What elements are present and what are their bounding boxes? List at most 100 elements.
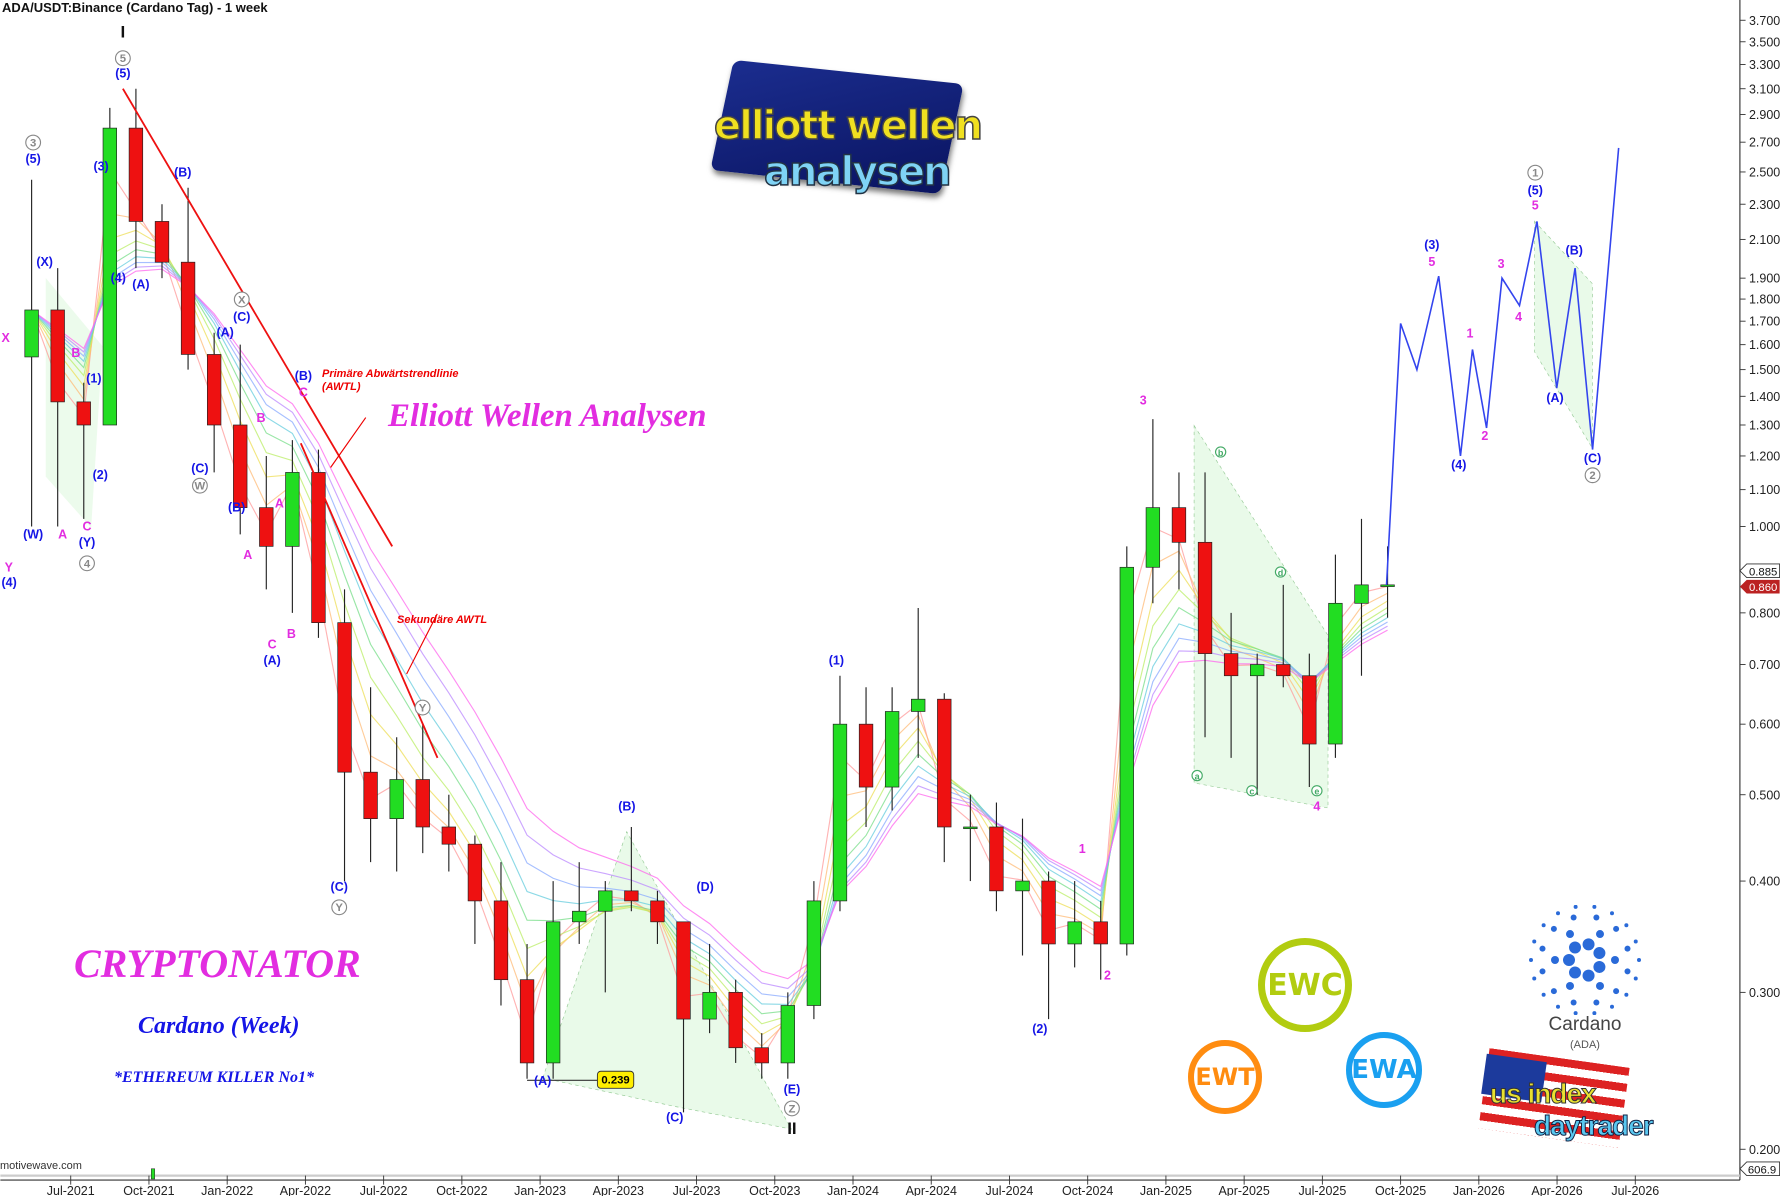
cardano-icon [1529,904,1641,1016]
x-tick-label: Jul-2026 [1611,1184,1659,1196]
wave-label: (2) [1032,1022,1047,1036]
wave-label-group: (4) [2,576,17,590]
wave-label: C [268,637,277,651]
candle [676,921,691,1113]
candle-body [180,261,196,355]
cardano-dot [1624,923,1629,928]
candle-body [884,711,900,788]
wave-label-group: C [83,519,92,533]
candle [1015,818,1030,956]
wave-label-group: 4 [1515,310,1522,324]
wave-label-group: B [256,411,265,425]
wave-label-group: (C) [233,310,250,324]
wave-label-group: (A) [534,1074,551,1088]
price-tag-current: 0.860 [1739,579,1780,594]
wave-label: (Y) [79,535,96,549]
wave-label-group: 1 [1527,164,1544,181]
wedge-triangle [1534,220,1593,450]
candle [50,268,65,527]
wave-label-group: X [2,331,11,345]
candle [1223,612,1239,758]
candle [1276,584,1291,688]
cardano-dot [1539,968,1546,975]
low-marker-label: 0.239 [601,1075,629,1087]
candle [128,88,144,269]
candle-body [467,843,483,902]
x-tick-label: Oct-2022 [436,1184,487,1196]
wave-label-group: 5 [1532,198,1539,212]
wave-label-group: (A) [132,277,149,291]
candle-body [676,921,691,1020]
x-tick-label: Apr-2023 [593,1184,644,1196]
ewt-badge: EWT [1188,1040,1262,1114]
wave-label-group: (2) [93,468,108,482]
cardano-dot [1593,947,1606,960]
price-tag-last: 0.885 [1739,563,1780,578]
wave-label: II [787,1119,796,1138]
candle-body [702,992,717,1020]
label-pointer [330,417,367,468]
wave-label: (B) [1566,243,1583,257]
watermark: motivewave.com [0,1160,82,1172]
cardano-dot [1551,956,1559,964]
x-tick-label: Apr-2026 [1531,1184,1582,1196]
wave-label: (A) [132,277,149,291]
wave-label: W [195,481,206,493]
projection-path [1385,147,1620,585]
wave-label: (A) [263,654,280,668]
y-tick-label: 0.500 [1749,788,1780,802]
candle [415,724,430,854]
y-tick-label: 0.200 [1749,1143,1780,1157]
wave-label-group: W [191,477,208,494]
wave-label-group: (W) [23,527,43,541]
cardano-dot [1582,938,1595,951]
y-tick-label: 1.300 [1749,419,1780,433]
trendline [299,442,439,759]
candle [389,737,404,872]
wave-label: 2 [1104,969,1111,983]
y-tick-label: 3.100 [1749,82,1780,96]
elliott-wellen-logo: elliott wellen analysen [710,59,984,202]
wave-label-group: (X) [36,255,53,269]
wave-label-group: 3 [25,134,42,151]
candle [259,455,274,590]
cardano-dot [1570,999,1577,1006]
cardano-dot [1569,966,1582,979]
low-marker-box [596,1070,635,1089]
wave-label: Z [788,1103,795,1115]
wave-label-group: Z [783,1100,800,1117]
ma-ribbon-line [31,240,1388,1025]
ma-ribbon-line [31,213,1388,1048]
wave-label: (3) [93,159,108,173]
wave-label: (A) [216,325,233,339]
y-tick-label: 3.700 [1749,14,1780,28]
wave-label: B [256,411,265,425]
wave-label: (A) [534,1074,551,1088]
candle-body [76,401,91,426]
candle-body [1302,675,1317,745]
candle [285,440,300,613]
y-tick-label: 0.700 [1749,658,1780,672]
cardano-dot [1573,1011,1578,1016]
candle [1041,871,1056,1020]
candle [1250,653,1265,795]
x-tick-label: Jan-2022 [201,1184,253,1196]
x-tick-label: Jul-2023 [673,1184,721,1196]
wave-label-group: 1 [1466,326,1473,340]
candle [728,979,743,1063]
wave-label: C [83,519,92,533]
wave-label: a [1195,772,1201,782]
wave-label-group: II [787,1119,796,1138]
wave-label-group: (B) [174,166,191,180]
logo-text: us index [1490,1078,1598,1109]
candle-body [1145,507,1161,568]
y-tick-label: 3.300 [1749,58,1780,72]
wave-label-group: (Y) [79,535,96,549]
cardano-dot [1593,914,1600,921]
wave-label-group: (B) [295,369,312,383]
candle [806,881,822,1020]
candle-body [519,979,535,1064]
candle-body [1171,507,1187,543]
wave-label-group: A [275,497,284,511]
candle [624,826,639,912]
